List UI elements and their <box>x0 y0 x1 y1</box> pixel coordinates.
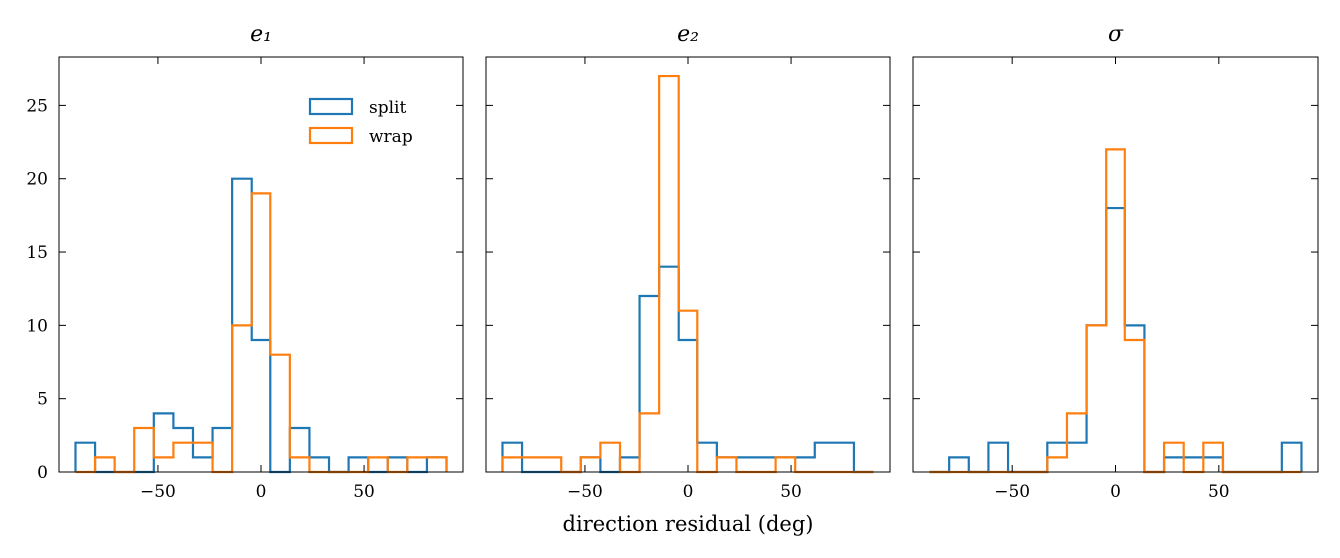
axes-frame <box>58 56 464 473</box>
y-tick-label: 15 <box>26 243 48 263</box>
x-axis-label: direction residual (deg) <box>563 512 814 536</box>
series-split-step <box>929 206 1303 474</box>
panel-2: −50 0 50 e₂ <box>485 22 891 502</box>
series-wrap-step <box>929 148 1302 474</box>
x-tick-label: −50 <box>994 482 1030 502</box>
legend: split wrap <box>308 97 413 147</box>
legend-label-wrap: wrap <box>369 127 413 147</box>
series-split-step <box>74 177 448 474</box>
y-tick-label: 20 <box>26 170 48 190</box>
panel-1: −50 0 50 0 5 10 15 20 25 e₁ <box>26 22 464 502</box>
x-tick-label: 50 <box>1208 482 1230 502</box>
x-tick-label: 0 <box>1110 482 1121 502</box>
y-tick-label: 0 <box>37 463 48 483</box>
series-wrap-step <box>75 192 448 474</box>
x-tick-label: 50 <box>353 482 375 502</box>
legend-label-split: split <box>369 98 406 118</box>
x-tick-label: −50 <box>140 482 176 502</box>
x-tick-label: −50 <box>567 482 603 502</box>
panel-title: σ <box>1108 22 1124 47</box>
panel-title: e₂ <box>677 22 699 47</box>
x-tick-label: 50 <box>780 482 802 502</box>
x-tick-label: 0 <box>683 482 694 502</box>
series-split-step <box>501 265 874 474</box>
y-tick-label: 5 <box>37 390 48 410</box>
y-tick-label: 25 <box>26 96 48 116</box>
axes-frame <box>485 56 891 473</box>
legend-swatch-wrap <box>308 126 354 145</box>
panel-title: e₁ <box>250 22 272 47</box>
axes-frame <box>912 56 1319 473</box>
panel-3: −50 0 50 σ <box>912 22 1319 502</box>
series-wrap-step <box>501 74 874 474</box>
x-tick-label: 0 <box>256 482 267 502</box>
y-tick-label: 10 <box>26 316 48 336</box>
legend-swatch-split <box>308 97 354 116</box>
